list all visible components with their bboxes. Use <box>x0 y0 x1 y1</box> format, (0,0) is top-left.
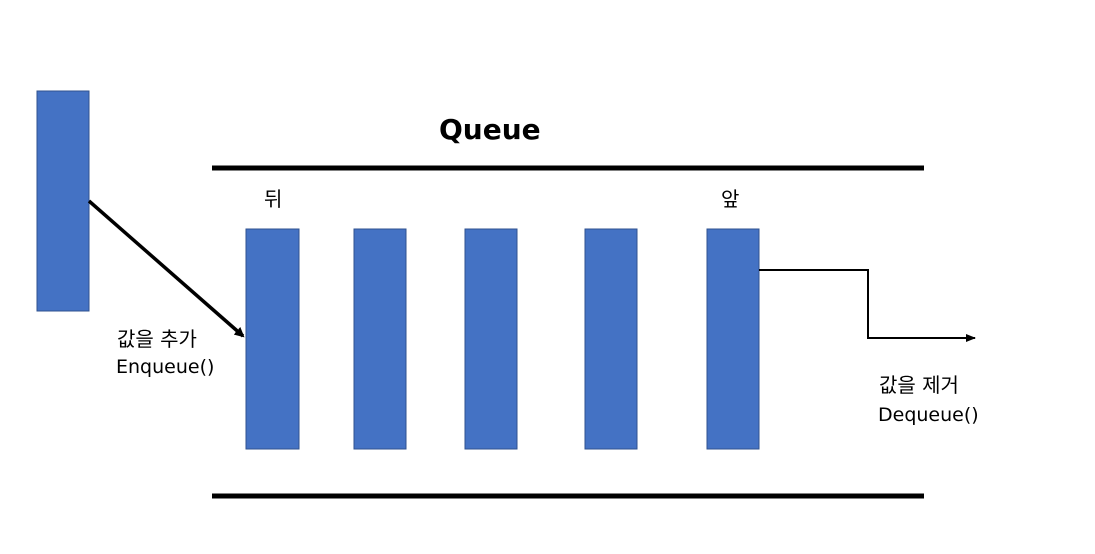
rear-label: 뒤 <box>264 187 283 211</box>
front-label: 앞 <box>721 187 740 211</box>
queue-element-block-2 <box>353 228 407 450</box>
queue-element-block-rear <box>245 228 300 450</box>
enqueue-function-label: Enqueue() <box>116 356 215 378</box>
enqueue-arrow <box>87 199 245 338</box>
queue-element-block-3 <box>464 228 518 450</box>
dequeue-korean-label: 값을 제거 <box>879 373 959 397</box>
enqueue-korean-label: 값을 추가 <box>117 327 197 351</box>
queue-element-block-front <box>706 228 760 450</box>
queue-element-block-4 <box>584 228 638 450</box>
diagram-title: Queue <box>439 113 541 146</box>
dequeue-arrow <box>759 269 976 342</box>
dequeue-function-label: Dequeue() <box>878 404 979 426</box>
incoming-element-block <box>36 90 90 312</box>
